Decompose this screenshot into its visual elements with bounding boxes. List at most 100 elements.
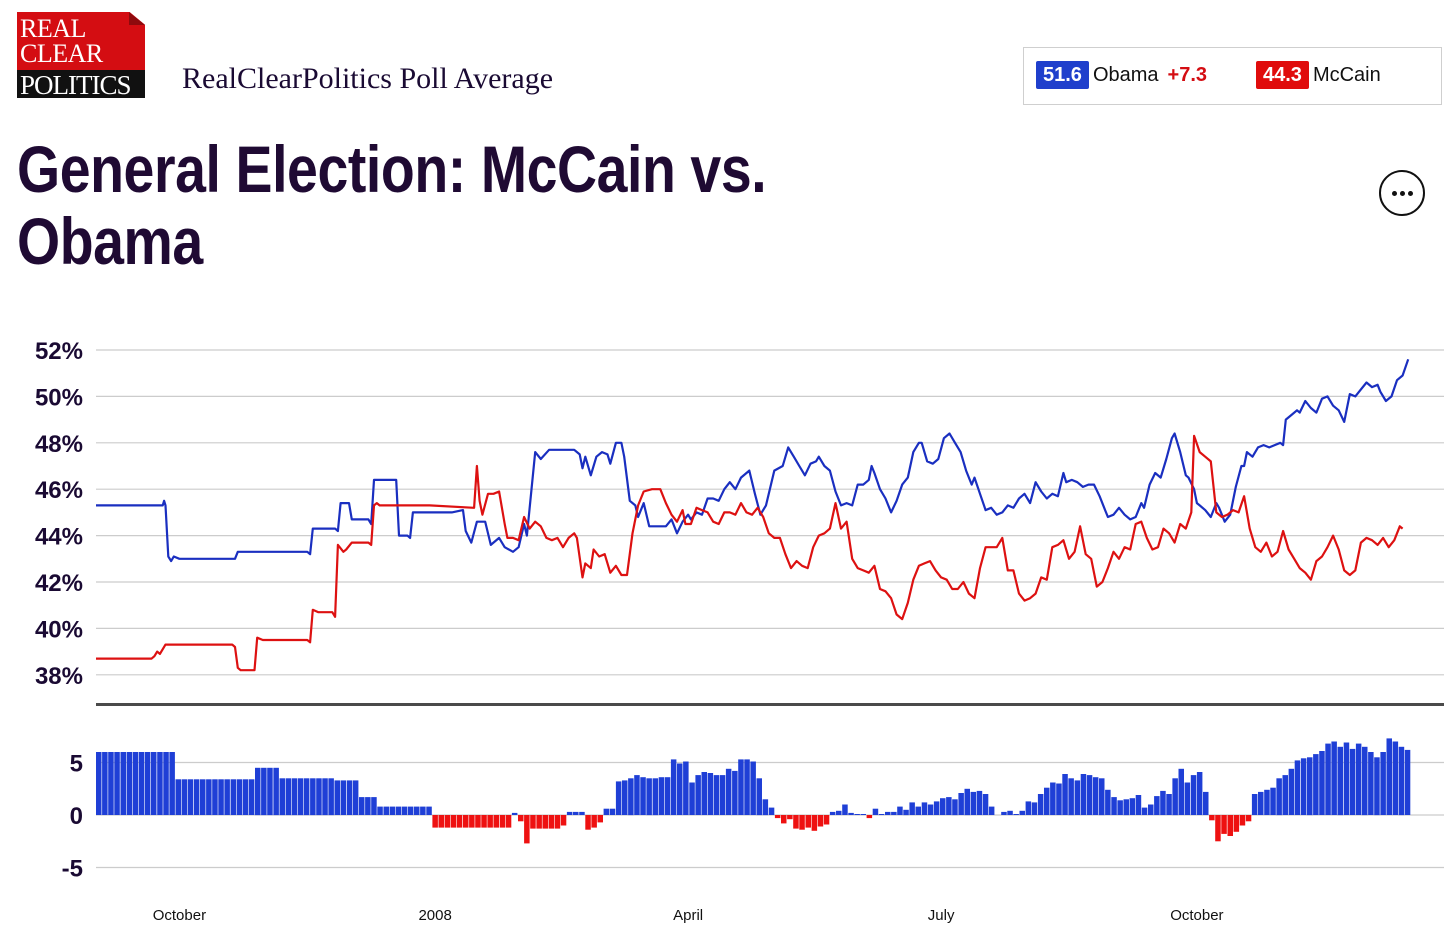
spread-bar: [1276, 778, 1282, 816]
logo-red-block: [17, 12, 145, 70]
spread-bar: [487, 815, 493, 828]
spread-bar: [163, 752, 169, 815]
spread-bar: [334, 780, 340, 815]
spread-bar: [652, 778, 659, 816]
spread-bar: [1221, 815, 1227, 834]
spread-bar: [781, 815, 787, 824]
spread-bar: [1099, 778, 1105, 816]
mccain-value-badge: 44.3: [1256, 61, 1309, 89]
spread-bar: [952, 799, 958, 816]
spread-bar: [1141, 807, 1148, 815]
spread-bar: [310, 778, 316, 816]
spread-bar: [689, 782, 695, 815]
spread-bar: [255, 767, 261, 816]
spread-bar: [469, 815, 475, 828]
spread-bar: [420, 806, 426, 815]
spread-bar: [518, 815, 524, 822]
spread-bar: [903, 809, 909, 816]
spread-bar: [536, 815, 542, 829]
spread-bar: [817, 815, 824, 827]
spread-bar: [793, 815, 799, 829]
spread-bar: [1337, 746, 1343, 816]
spread-bar: [1368, 752, 1374, 815]
spread-bar: [909, 802, 915, 815]
spread-bar: [866, 815, 873, 819]
spread-bar: [1080, 774, 1087, 815]
spread-bar: [756, 778, 762, 816]
spread-bar: [456, 815, 463, 828]
spread-bar: [1270, 787, 1276, 815]
spread-bar: [200, 779, 206, 815]
spread-bar: [579, 811, 585, 815]
rcp-logo[interactable]: REAL CLEAR POLITICS: [17, 12, 145, 100]
spread-bar: [1135, 795, 1142, 815]
spread-bar: [829, 811, 836, 815]
spread-bar: [707, 773, 714, 815]
spread-bar: [1105, 789, 1111, 815]
spread-bar: [261, 767, 267, 816]
spread-bar: [1404, 749, 1411, 815]
spread-bar: [102, 752, 108, 815]
spread-bar: [438, 815, 444, 828]
spread-bar: [591, 815, 597, 828]
spread-bar: [212, 779, 218, 815]
spread-bar: [1325, 743, 1331, 815]
spread-bar: [401, 806, 408, 815]
spread-bar: [1331, 741, 1337, 815]
spread-bar: [407, 806, 414, 815]
spread-bar: [1209, 815, 1215, 821]
spread-bar: [554, 815, 561, 829]
spread-bar: [787, 815, 793, 820]
spread-bar: [108, 752, 114, 815]
spread-bar: [114, 752, 120, 815]
spread-bar: [120, 752, 126, 815]
spread-bar: [1251, 794, 1258, 815]
spread-bar: [964, 788, 970, 816]
spread-bar: [566, 811, 573, 815]
spread-bar: [738, 759, 744, 815]
spread-bar: [193, 779, 200, 815]
y-tick-label: 44%: [35, 524, 83, 551]
spread-bar: [1374, 757, 1380, 816]
spread-bars: [96, 738, 1411, 844]
logo-line-3: POLITICS: [20, 70, 132, 100]
spread-bar: [359, 797, 365, 815]
more-options-button[interactable]: [1379, 170, 1425, 216]
spread-bar: [1074, 780, 1081, 815]
spread-bar: [1386, 738, 1392, 815]
spread-bar: [297, 778, 304, 816]
x-tick-label: October: [1170, 907, 1223, 924]
spread-bar: [1092, 777, 1099, 815]
logo-line-1: REAL: [20, 14, 86, 43]
dot-icon: [1407, 190, 1413, 196]
spread-bar: [377, 806, 383, 815]
spread-bar: [1184, 782, 1191, 815]
spread-bar: [126, 752, 133, 815]
page-subtitle: RealClearPolitics Poll Average: [182, 62, 554, 95]
spread-bar: [933, 801, 940, 815]
spread-bar: [322, 778, 328, 816]
poll-chart: 52% 50% 48% 46% 44% 42% 40% 38% 5 0 -5 October 200…: [35, 338, 1444, 924]
spread-bar: [695, 775, 701, 815]
spread-bar: [609, 808, 616, 815]
spread-bar: [1190, 775, 1197, 815]
dot-icon: [1399, 190, 1405, 196]
spread-bar: [927, 804, 934, 815]
spread-bar: [157, 752, 163, 815]
spread-bar: [352, 780, 359, 815]
y-tick-label: 42%: [35, 570, 83, 597]
spread-bar: [1172, 778, 1178, 816]
spread-bar: [444, 815, 451, 828]
spread-bar: [622, 780, 628, 815]
legend-box: 51.6 Obama +7.3 44.3 McCain: [1023, 47, 1442, 105]
spread-bar: [768, 807, 775, 815]
spread-bar: [96, 752, 102, 815]
spread-bar: [1319, 751, 1325, 815]
spread-bar: [548, 815, 555, 829]
spread-bar: [218, 779, 224, 815]
spread-bar: [187, 779, 194, 815]
spread-bar: [1392, 741, 1399, 815]
spread-bar: [1300, 758, 1307, 815]
spread-bar: [1013, 814, 1019, 815]
logo-line-2: CLEAR: [20, 39, 103, 68]
